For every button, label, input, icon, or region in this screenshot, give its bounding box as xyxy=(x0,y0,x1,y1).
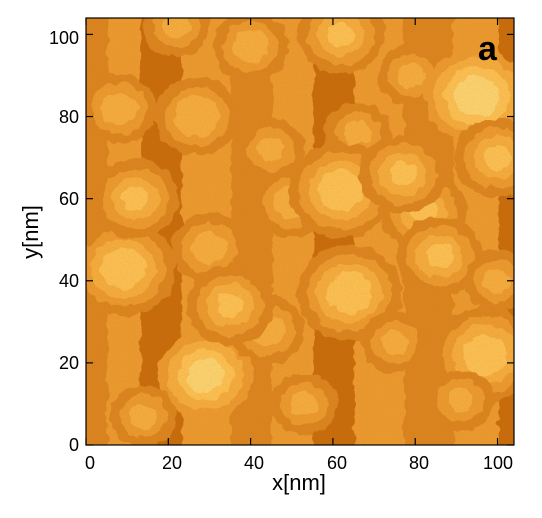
y-tick-label: 0 xyxy=(69,435,79,455)
x-tick-label: 100 xyxy=(483,453,513,473)
x-axis-ticks xyxy=(85,18,499,445)
y-tick-label: 100 xyxy=(49,28,79,48)
x-axis-title: x[nm] xyxy=(272,470,326,495)
x-tick-label: 40 xyxy=(244,453,264,473)
plot-frame xyxy=(85,17,515,446)
x-tick-label: 0 xyxy=(85,453,95,473)
y-tick-label: 20 xyxy=(59,353,79,373)
y-tick-label: 80 xyxy=(59,107,79,127)
surface-grain xyxy=(86,18,514,445)
panel-letter: a xyxy=(478,30,498,68)
plot-area xyxy=(86,18,514,445)
y-tick-label: 40 xyxy=(59,271,79,291)
y-axis-ticks xyxy=(86,33,514,446)
y-axis-title: y[nm] xyxy=(18,205,43,259)
y-tick-label: 60 xyxy=(59,189,79,209)
x-tick-label: 60 xyxy=(327,453,347,473)
x-tick-label: 80 xyxy=(409,453,429,473)
x-tick-label: 20 xyxy=(162,453,182,473)
